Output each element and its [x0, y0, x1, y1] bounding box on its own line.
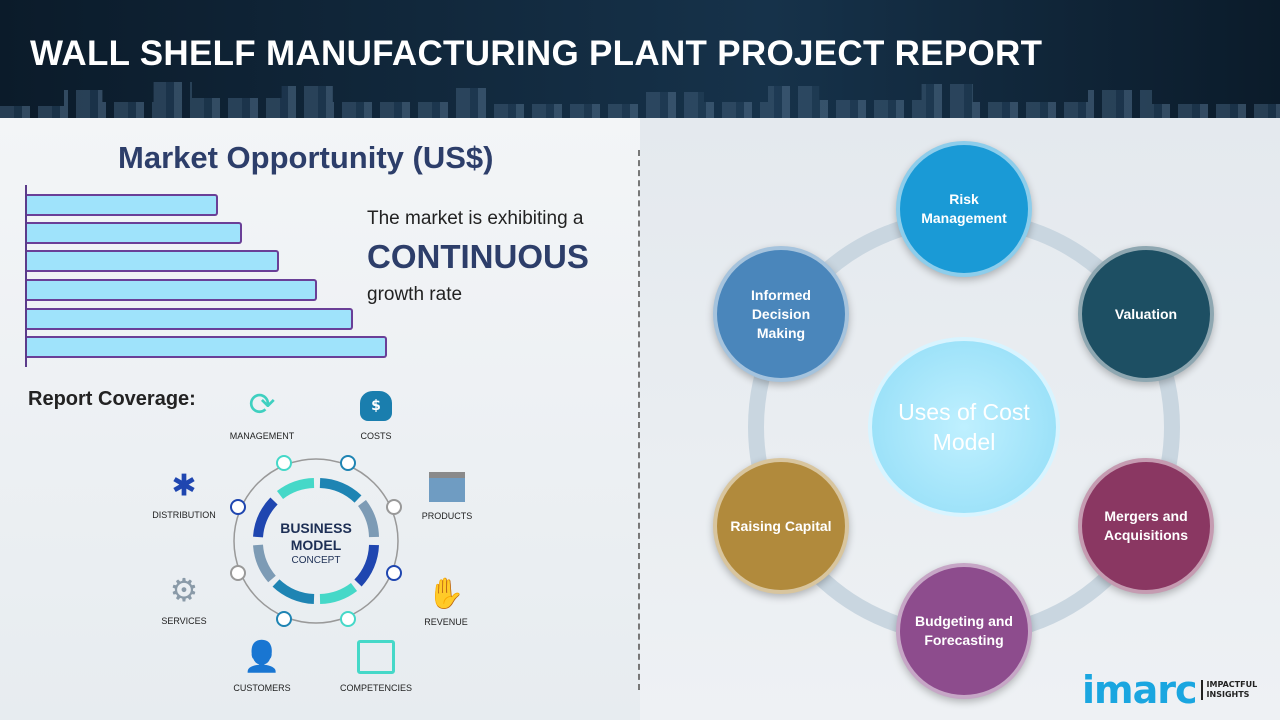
coverage-revenue: REVENUE	[424, 617, 468, 627]
coverage-costs: COSTS	[360, 431, 392, 441]
box-icon	[429, 472, 465, 502]
node-budgeting: Budgeting and Forecasting	[896, 563, 1032, 699]
gears-icon: ⚙	[169, 571, 199, 609]
network-icon: ✱	[171, 468, 197, 504]
business-text: BUSINESS	[280, 520, 352, 536]
node-mergers: Mergers and Acquisitions	[1078, 458, 1214, 594]
imarc-logo: imarc IMPACTFUL INSIGHTS	[1082, 668, 1257, 712]
growth-bar	[27, 308, 353, 330]
model-text: MODEL	[291, 537, 342, 553]
logo-text: imarc	[1082, 668, 1198, 712]
coverage-competencies: COMPETENCIES	[339, 683, 413, 693]
market-title: Market Opportunity (US$)	[118, 140, 494, 175]
hand-coins-icon: ✋	[427, 576, 465, 612]
node-informed-decision: Informed Decision Making	[713, 246, 849, 382]
business-model-ring: BUSINESS MODEL CONCEPT	[230, 455, 402, 627]
growth-bar	[27, 336, 387, 358]
tagline-2: INSIGHTS	[1206, 690, 1250, 699]
node-raising-capital: Raising Capital	[713, 458, 849, 594]
growth-bar	[27, 222, 242, 244]
market-text-2: CONTINUOUS	[367, 238, 589, 275]
growth-bar	[27, 194, 218, 216]
growth-bar	[27, 250, 279, 272]
coverage-management: MANAGEMENT	[229, 431, 295, 441]
growth-bar	[27, 279, 317, 301]
bar-axis	[25, 185, 27, 367]
coverage-distribution: DISTRIBUTION	[152, 510, 216, 520]
node-risk-management: Risk Management	[896, 141, 1032, 277]
uses-center: Uses of Cost Model	[868, 337, 1060, 517]
market-text-1: The market is exhibiting a	[367, 208, 584, 229]
logo-tagline: IMPACTFUL INSIGHTS	[1200, 680, 1258, 700]
divider	[638, 150, 640, 690]
page-title: WALL SHELF MANUFACTURING PLANT PROJECT R…	[30, 34, 1043, 73]
skyline-graphic	[0, 82, 1280, 118]
tagline-1: IMPACTFUL	[1206, 680, 1258, 689]
hierarchy-icon	[357, 640, 395, 674]
person-icon: 👤	[243, 639, 281, 675]
report-coverage-title: Report Coverage:	[28, 388, 196, 410]
node-valuation: Valuation	[1078, 246, 1214, 382]
concept-text: CONCEPT	[292, 555, 341, 566]
management-icon: ⟳	[248, 385, 276, 423]
left-panel	[0, 118, 640, 720]
coverage-products: PRODUCTS	[421, 511, 473, 521]
coverage-customers: CUSTOMERS	[233, 683, 291, 693]
money-bag-icon: $	[360, 391, 392, 421]
header-banner: WALL SHELF MANUFACTURING PLANT PROJECT R…	[0, 0, 1280, 118]
market-text-3: growth rate	[367, 284, 463, 305]
coverage-services: SERVICES	[161, 616, 207, 626]
